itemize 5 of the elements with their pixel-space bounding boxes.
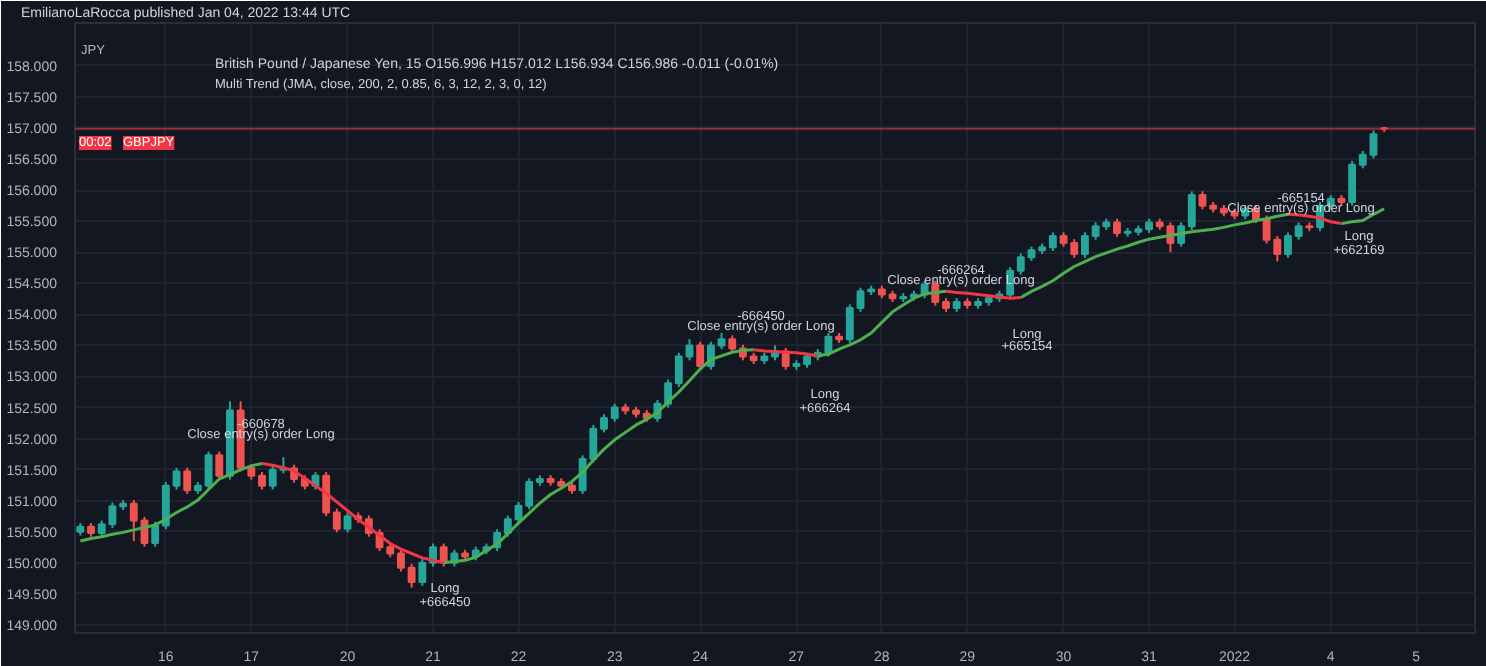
candlestick xyxy=(696,340,705,371)
candlestick xyxy=(183,466,192,495)
candlestick xyxy=(215,450,224,481)
candlestick xyxy=(1113,217,1121,238)
candlestick xyxy=(343,511,352,534)
